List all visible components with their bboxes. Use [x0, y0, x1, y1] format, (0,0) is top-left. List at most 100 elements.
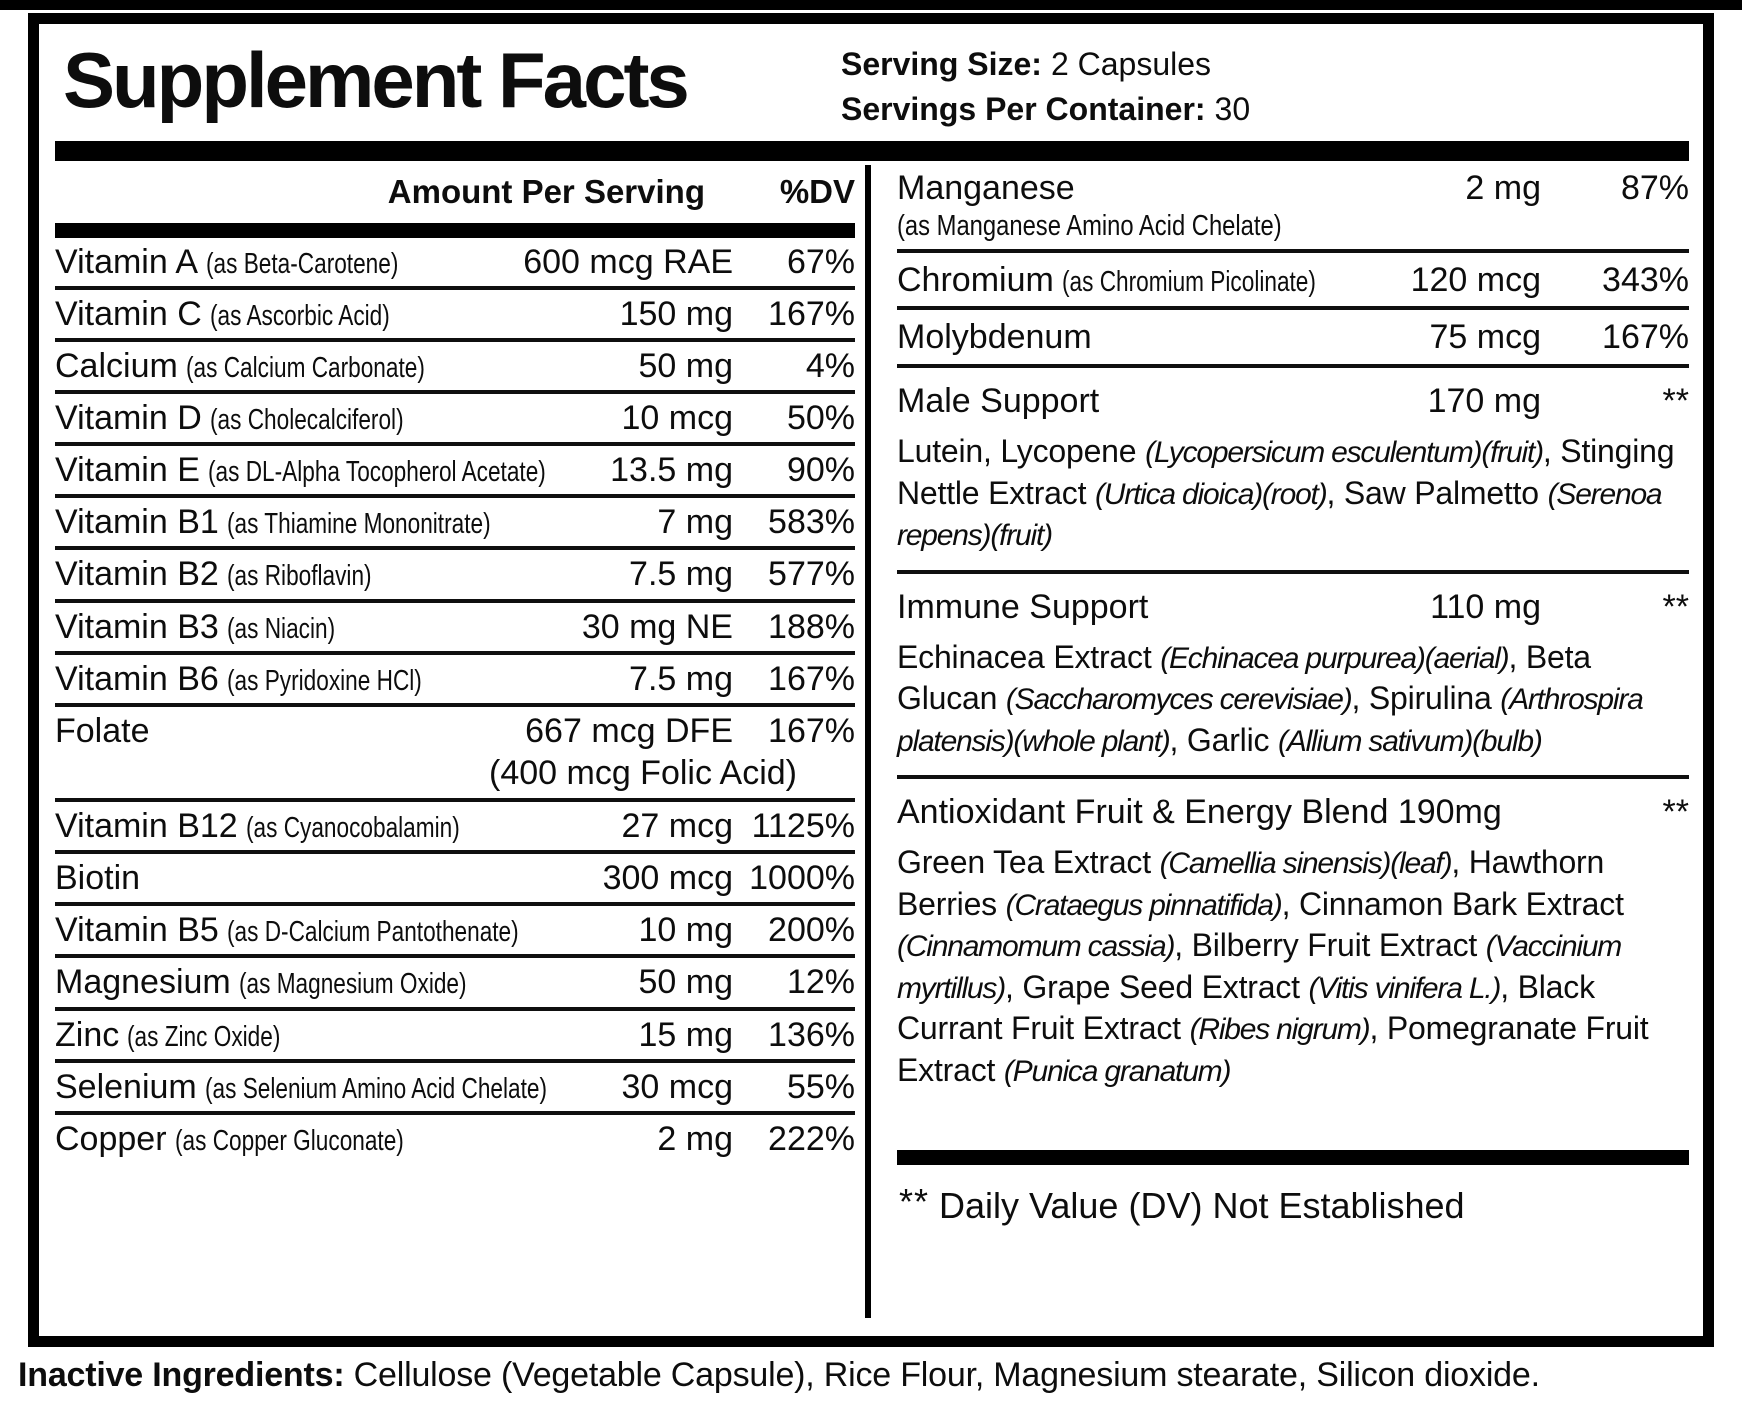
nutrient-amount: 7.5 mg: [629, 555, 733, 594]
nutrient-row-line: Vitamin B2 (as Riboflavin) 7.5 mg 577%: [55, 555, 855, 594]
nutrient-row: Immune Support 110 mg ** Echinacea Extra…: [897, 569, 1689, 776]
nutrient-row: Vitamin D (as Cholecalciferol) 10 mcg 50%: [55, 390, 855, 442]
nutrient-row-line: Immune Support 110 mg **: [897, 587, 1689, 628]
nutrient-row: Vitamin B2 (as Riboflavin) 7.5 mg 577%: [55, 546, 855, 598]
nutrient-row-line: Vitamin B3 (as Niacin) 30 mg NE 188%: [55, 608, 855, 647]
nutrient-amount: 15 mg: [638, 1015, 734, 1054]
nutrient-name-main: Molybdenum: [897, 318, 1092, 357]
nutrient-daily-value: 188%: [768, 607, 855, 646]
nutrient-name-main: Vitamin B1: [55, 503, 219, 542]
nutrient-name-main: Copper: [55, 1119, 167, 1158]
nutrient-daily-value: 222%: [768, 1119, 855, 1158]
nutrient-amount: 30 mg NE: [581, 607, 733, 646]
nutrient-daily-value: 1125%: [751, 807, 855, 846]
nutrient-name: Copper (as Copper Gluconate): [55, 1120, 523, 1159]
nutrient-source: (as Niacin): [226, 612, 335, 645]
nutrient-amount: 150 mg: [619, 294, 733, 333]
nutrient-name: Immune Support: [897, 587, 1341, 628]
ingredient-name: , Pomegranate Fruit Extract: [897, 1010, 1649, 1089]
nutrient-row: Biotin 300 mcg 1000%: [55, 850, 855, 902]
nutrient-daily-value: 577%: [768, 555, 855, 594]
nutrient-row-line: Copper (as Copper Gluconate) 2 mg 222%: [55, 1120, 855, 1159]
nutrient-name: Vitamin B5 (as D-Calcium Pantothenate): [55, 911, 523, 950]
facts-columns: Amount Per Serving %DV Vitamin A (as Beta…: [55, 161, 1689, 1336]
nutrient-daily-value: 90%: [786, 451, 855, 490]
nutrient-daily-value: 136%: [768, 1015, 855, 1054]
nutrient-daily-value: 4%: [805, 347, 855, 386]
nutrient-source: (as Ascorbic Acid): [209, 299, 390, 332]
nutrient-name-main: Zinc: [55, 1015, 120, 1054]
ingredient-name: , Black Currant Fruit Extract: [897, 968, 1595, 1047]
blend-ingredients: Echinacea Extract (Echinacea purpurea)(a…: [897, 628, 1689, 770]
nutrient-amount: 50 mg: [638, 347, 734, 386]
latin-botanical-name: (Cinnamomum cassia): [897, 930, 1175, 964]
nutrient-row: Selenium (as Selenium Amino Acid Chelate)…: [55, 1058, 855, 1111]
ingredient-name: , Beta Glucan: [897, 638, 1591, 717]
nutrient-source: (as Chromium Picolinate): [1061, 265, 1316, 298]
nutrient-row-line: Vitamin B6 (as Pyridoxine HCl) 7.5 mg 167…: [55, 660, 855, 699]
latin-botanical-name: (Crataegus pinnatifida): [1005, 888, 1283, 922]
panel-header: Supplement Facts Serving Size: 2 Capsules…: [55, 30, 1689, 133]
nutrient-daily-value: **: [1662, 793, 1689, 832]
latin-botanical-name: (Vaccinium myrtillus): [897, 930, 1622, 1005]
nutrient-row: Vitamin B12 (as Cyanocobalamin) 27 mcg 11…: [55, 798, 855, 850]
nutrient-source: (as Pyridoxine HCl): [226, 664, 422, 697]
nutrient-name-main: Selenium: [55, 1067, 197, 1106]
nutrient-source: (as Thiamine Mononitrate): [226, 508, 491, 541]
nutrient-row: Antioxidant Fruit & Energy Blend 190mg *…: [897, 775, 1689, 1105]
nutrient-name: Vitamin D (as Cholecalciferol): [55, 399, 523, 438]
nutrient-name: Vitamin E (as DL-Alpha Tocopherol Acetate…: [55, 451, 546, 490]
nutrient-row-line: Vitamin B1 (as Thiamine Mononitrate) 7 mg…: [55, 503, 855, 542]
nutrient-source: (as D-Calcium Pantothenate): [226, 916, 519, 949]
dv-footnote: ** Daily Value (DV) Not Established: [897, 1165, 1689, 1227]
ingredient-name: , Saw Palmetto: [1326, 474, 1548, 511]
amount-per-serving-header: Amount Per Serving: [387, 172, 705, 210]
nutrient-name-main: Vitamin B2: [55, 555, 219, 594]
ingredient-name: , Cinnamon Bark Extract: [1281, 885, 1624, 922]
nutrient-row-line: Vitamin C (as Ascorbic Acid) 150 mg 167%: [55, 295, 855, 334]
nutrient-name-main: Antioxidant Fruit & Energy Blend 190mg: [897, 793, 1502, 832]
latin-botanical-name: (Lycopersicum esculentum)(fruit): [1145, 435, 1544, 469]
nutrient-daily-value: 67%: [786, 242, 855, 281]
nutrient-row-line: Antioxidant Fruit & Energy Blend 190mg *…: [897, 792, 1689, 833]
ingredient-name: , Stinging Nettle Extract: [897, 432, 1675, 511]
servings-per-container-label: Servings Per Container:: [841, 91, 1206, 128]
nutrient-row: Vitamin E (as DL-Alpha Tocopherol Acetate…: [55, 442, 855, 494]
nutrient-daily-value: 50%: [786, 399, 855, 438]
nutrient-row-line: Vitamin D (as Cholecalciferol) 10 mcg 50%: [55, 399, 855, 438]
nutrient-source: (as Calcium Carbonate): [185, 352, 425, 385]
right-column: Manganese 2 mg 87% (as Manganese Amino A…: [871, 161, 1689, 1336]
nutrient-daily-value: 583%: [768, 503, 855, 542]
nutrient-name-main: Biotin: [55, 859, 141, 898]
inactive-ingredients: Inactive Ingredients: Cellulose (Vegetab…: [18, 1356, 1540, 1395]
nutrient-row-line: Vitamin B5 (as D-Calcium Pantothenate) 10…: [55, 911, 855, 950]
nutrient-name-main: Vitamin B6: [55, 659, 219, 698]
header-divider-bar: [55, 140, 1689, 161]
supplement-facts-panel: Supplement Facts Serving Size: 2 Capsules…: [28, 13, 1714, 1347]
nutrient-row: Vitamin B3 (as Niacin) 30 mg NE 188%: [55, 598, 855, 651]
nutrient-row: Vitamin C (as Ascorbic Acid) 150 mg 167%: [55, 285, 855, 338]
ingredient-name: , Spirulina: [1351, 680, 1501, 717]
nutrient-name: Manganese: [897, 168, 1341, 209]
nutrient-amount: 600 mcg RAE: [523, 242, 733, 281]
nutrient-name: Vitamin B3 (as Niacin): [55, 608, 523, 647]
footnote-divider-bar: [897, 1149, 1689, 1165]
nutrient-row-line: Vitamin A (as Beta-Carotene) 600 mcg RAE …: [55, 243, 855, 282]
nutrient-row-line: Manganese 2 mg 87%: [897, 168, 1689, 209]
nutrient-row-line: Calcium (as Calcium Carbonate) 50 mg 4%: [55, 347, 855, 386]
nutrient-amount: 75 mcg: [1429, 318, 1542, 357]
asterisks: **: [899, 1180, 930, 1222]
nutrient-row-line: Biotin 300 mcg 1000%: [55, 859, 855, 898]
nutrient-name: Chromium (as Chromium Picolinate): [897, 260, 1341, 301]
nutrient-amount: 110 mg: [1430, 587, 1541, 626]
nutrient-amount: 50 mg: [638, 963, 734, 1002]
blend-ingredients: Green Tea Extract (Camellia sinensis)(le…: [897, 833, 1689, 1100]
ingredient-name: , Garlic: [1169, 721, 1278, 758]
nutrient-daily-value: 87%: [1620, 168, 1689, 207]
nutrient-amount: 7.5 mg: [629, 659, 733, 698]
nutrient-name-main: Chromium: [897, 260, 1054, 299]
nutrient-name-main: Vitamin D: [55, 399, 202, 438]
nutrient-name-main: Male Support: [897, 382, 1100, 421]
latin-botanical-name: (Vitis vinifera L.): [1308, 971, 1502, 1005]
nutrient-name-main: Vitamin B3: [55, 607, 219, 646]
